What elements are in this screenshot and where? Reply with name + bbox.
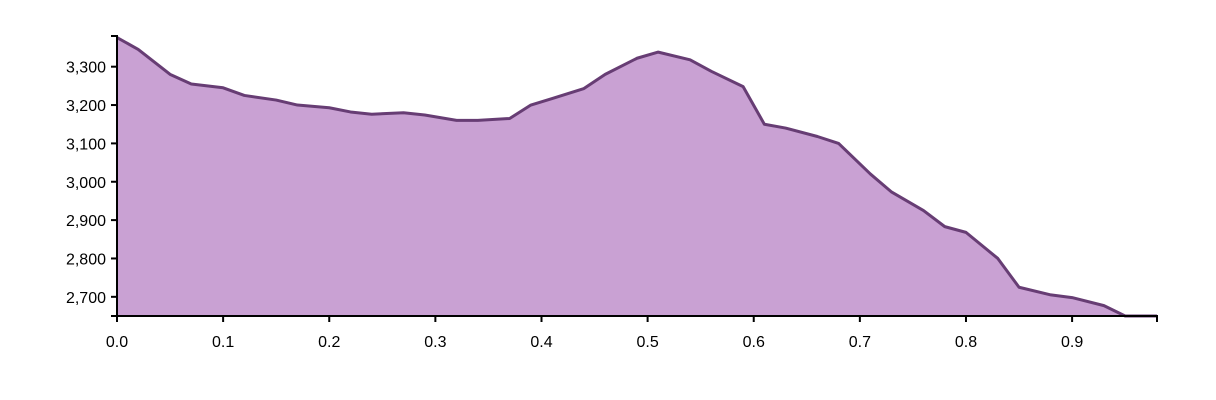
x-tick-label: 0.3	[424, 334, 446, 351]
y-axis: 2,700 2,800 2,900 3,000 3,100 3,200 3,300	[66, 35, 118, 317]
y-tick-label: 2,700	[66, 290, 106, 307]
y-tick-label: 2,900	[66, 213, 106, 230]
y-tick-label: 3,300	[66, 60, 106, 77]
x-tick-label: 0.0	[106, 334, 128, 351]
y-tick-label: 3,000	[66, 175, 106, 192]
x-tick-label: 0.6	[743, 334, 765, 351]
x-tick-label: 0.7	[849, 334, 871, 351]
x-tick-label: 0.1	[212, 334, 234, 351]
y-tick-label: 3,100	[66, 136, 106, 153]
x-tick-label: 0.5	[636, 334, 658, 351]
y-tick-label: 3,200	[66, 98, 106, 115]
area-line	[116, 36, 1157, 318]
x-axis: 0.0 0.1 0.2 0.3 0.4 0.5 0.6 0.7 0.8 0.9	[106, 315, 1158, 351]
x-tick-label: 0.4	[530, 334, 552, 351]
x-tick-label: 0.2	[318, 334, 340, 351]
x-tick-label: 0.9	[1061, 334, 1083, 351]
x-axis-line	[116, 315, 1158, 322]
y-tick-label: 2,800	[66, 251, 106, 268]
area-fill	[117, 37, 1157, 316]
x-tick-label: 0.8	[955, 334, 977, 351]
y-axis-line	[111, 35, 118, 317]
